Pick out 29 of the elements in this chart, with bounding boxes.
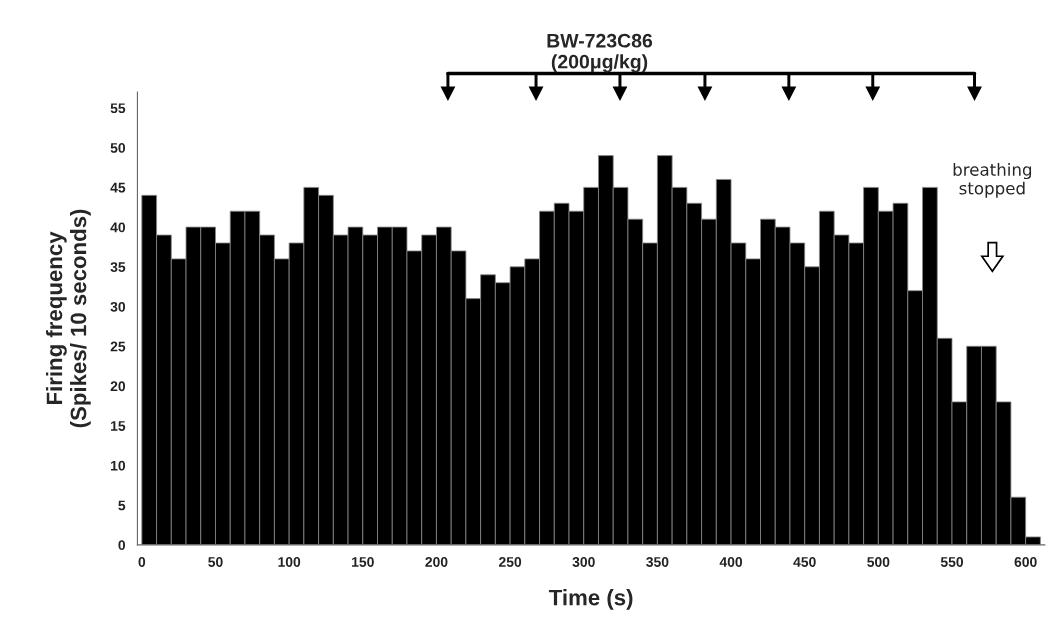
x-tick-label: 400 [719, 557, 743, 567]
x-tick-label: 550 [940, 557, 964, 567]
x-tick-label: 350 [646, 557, 669, 567]
x-tick-label: 600 [1014, 557, 1037, 567]
y-tick-label: 55 [110, 103, 126, 114]
x-tick-label: 0 [138, 557, 146, 567]
annotation: breathing stopped [953, 162, 1032, 198]
y-tick-label: 0 [118, 540, 126, 551]
y-tick-label: 40 [110, 222, 126, 233]
y-axis-title: Firing frequency (Spikes/ 10 seconds) [45, 209, 91, 428]
y-tick-label: 15 [111, 421, 126, 431]
y-tick-label: 45 [110, 182, 126, 193]
x-tick-label: 250 [498, 557, 522, 567]
x-tick-label: 50 [208, 557, 223, 567]
x-tick-label: 500 [867, 557, 890, 567]
y-tick-label: 35 [110, 262, 126, 273]
x-tick-label: 100 [278, 557, 301, 567]
x-tick-label: 150 [352, 557, 374, 567]
y-tick-label: 50 [110, 143, 126, 153]
y-tick-label: 25 [110, 341, 126, 352]
y-tick-label: 30 [110, 301, 126, 312]
x-axis-title: Time (s) [548, 589, 633, 610]
y-tick-label: 5 [118, 500, 126, 511]
x-tick-label: 450 [793, 557, 816, 567]
x-tick-label: 300 [572, 557, 595, 567]
chart-title: BW-723C86 (200μg/kg) [547, 33, 653, 73]
x-tick-label: 200 [425, 557, 448, 567]
y-tick-label: 20 [110, 381, 126, 392]
y-tick-label: 10 [111, 460, 126, 471]
